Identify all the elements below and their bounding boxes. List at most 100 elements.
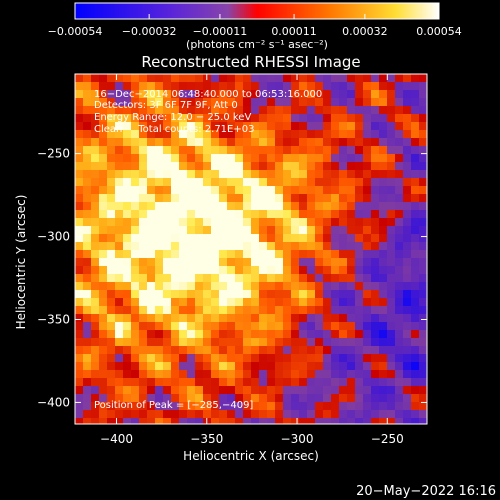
heatmap-cell — [83, 290, 92, 299]
heatmap-cell — [323, 146, 332, 155]
heatmap-cell — [235, 170, 244, 179]
heatmap-cell — [243, 298, 252, 307]
heatmap-cell — [91, 146, 100, 155]
heatmap-cell — [187, 314, 196, 323]
heatmap-cell — [243, 98, 252, 107]
heatmap-cell — [339, 290, 348, 299]
heatmap-cell — [187, 218, 196, 227]
heatmap-cell — [419, 218, 427, 227]
heatmap-cell — [379, 146, 388, 155]
heatmap-cell — [75, 74, 84, 83]
heatmap-cell — [347, 178, 356, 187]
heatmap-cell — [275, 170, 284, 179]
heatmap-cell — [195, 306, 204, 315]
heatmap-cell — [123, 250, 132, 259]
heatmap-cell — [227, 314, 236, 323]
heatmap-cell — [179, 378, 188, 387]
heatmap-cell — [339, 106, 348, 115]
heatmap-cell — [219, 186, 228, 195]
heatmap-cell — [219, 362, 228, 371]
heatmap-cell — [123, 410, 132, 419]
heatmap-cell — [291, 290, 300, 299]
heatmap-cell — [131, 226, 140, 235]
heatmap-cell — [203, 82, 212, 91]
heatmap-cell — [347, 226, 356, 235]
heatmap-cell — [195, 234, 204, 243]
heatmap-cell — [219, 106, 228, 115]
heatmap-cell — [323, 282, 332, 291]
heatmap-cell — [211, 346, 220, 355]
heatmap-cell — [235, 234, 244, 243]
heatmap-cell — [243, 290, 252, 299]
heatmap-cell — [99, 234, 108, 243]
heatmap-cell — [347, 338, 356, 347]
heatmap-cell — [355, 178, 364, 187]
heatmap-cell — [251, 386, 260, 395]
heatmap-cell — [195, 170, 204, 179]
heatmap-cell — [139, 322, 148, 331]
heatmap-cell — [235, 162, 244, 171]
heatmap-cell — [171, 354, 180, 363]
heatmap-cell — [211, 314, 220, 323]
heatmap-cell — [243, 258, 252, 267]
heatmap-cell — [411, 370, 420, 379]
heatmap-cell — [195, 402, 204, 411]
heatmap-cell — [131, 82, 140, 91]
heatmap-cell — [387, 290, 396, 299]
heatmap-cell — [235, 122, 244, 131]
heatmap-cell — [307, 154, 316, 163]
heatmap-cell — [99, 122, 108, 131]
heatmap-cell — [283, 234, 292, 243]
heatmap-cell — [307, 402, 316, 411]
heatmap-cell — [363, 210, 372, 219]
heatmap-cell — [147, 170, 156, 179]
heatmap-cell — [91, 298, 100, 307]
heatmap-cell — [259, 282, 268, 291]
heatmap-cell — [99, 250, 108, 259]
heatmap-cell — [395, 282, 404, 291]
heatmap-cell — [139, 98, 148, 107]
heatmap-cell — [299, 402, 308, 411]
heatmap-cell — [171, 386, 180, 395]
heatmap-cell — [275, 138, 284, 147]
heatmap-cell — [315, 170, 324, 179]
heatmap-cell — [203, 282, 212, 291]
heatmap-cell — [131, 266, 140, 275]
heatmap-cell — [267, 298, 276, 307]
heatmap-cell — [363, 274, 372, 283]
heatmap-cell — [347, 154, 356, 163]
heatmap-cell — [387, 410, 396, 419]
heatmap-cell — [123, 418, 132, 424]
heatmap-cell — [411, 394, 420, 403]
heatmap-cell — [235, 154, 244, 163]
heatmap-cell — [379, 378, 388, 387]
heatmap-cell — [339, 130, 348, 139]
heatmap-cell — [331, 210, 340, 219]
heatmap-cell — [307, 90, 316, 99]
heatmap-cell — [195, 258, 204, 267]
heatmap-cell — [339, 386, 348, 395]
heatmap-cell — [251, 306, 260, 315]
heatmap-cell — [107, 90, 116, 99]
heatmap-cell — [139, 122, 148, 131]
heatmap-cell — [163, 386, 172, 395]
heatmap-cell — [411, 106, 420, 115]
heatmap-cell — [235, 114, 244, 123]
heatmap-cell — [355, 146, 364, 155]
heatmap-cell — [203, 354, 212, 363]
heatmap-cell — [355, 410, 364, 419]
y-tick-label: −300 — [37, 230, 70, 244]
heatmap-cell — [307, 170, 316, 179]
heatmap-cell — [123, 386, 132, 395]
heatmap-cell — [299, 122, 308, 131]
colorbar-tick-label: 0.00011 — [271, 25, 317, 38]
heatmap-cell — [291, 242, 300, 251]
heatmap-cell — [211, 418, 220, 424]
heatmap-cell — [347, 146, 356, 155]
heatmap-cell — [339, 338, 348, 347]
heatmap-cell — [139, 186, 148, 195]
heatmap-cell — [403, 370, 412, 379]
heatmap-cell — [259, 258, 268, 267]
heatmap-cell — [347, 378, 356, 387]
heatmap-cell — [251, 362, 260, 371]
